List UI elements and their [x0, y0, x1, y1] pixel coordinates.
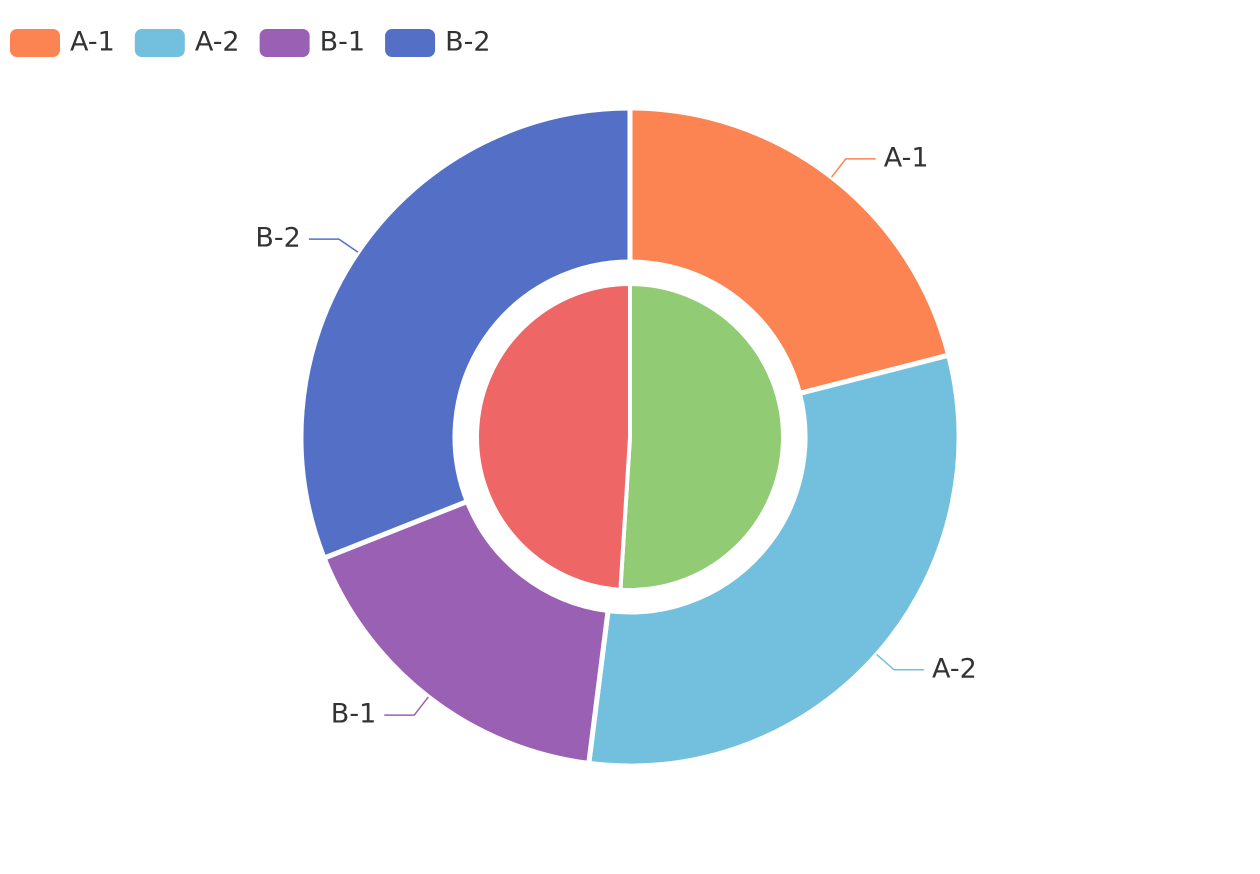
- slice-label: B-2: [255, 223, 300, 254]
- outer-slice: [627, 105, 952, 397]
- legend-label[interactable]: B-1: [320, 27, 365, 58]
- legend-label[interactable]: B-2: [445, 27, 490, 58]
- label-line: [384, 696, 429, 716]
- inner-slice: [618, 281, 785, 592]
- inner-slice: [475, 281, 632, 592]
- legend-swatch[interactable]: [385, 29, 436, 57]
- legend-swatch[interactable]: [10, 29, 60, 57]
- slice-label: B-1: [331, 699, 376, 730]
- outer-slice: [320, 498, 611, 767]
- slice-label: A-1: [884, 142, 929, 173]
- label-line: [308, 238, 359, 253]
- label-line: [876, 654, 925, 671]
- legend-swatch[interactable]: [134, 29, 185, 57]
- outer-slice: [298, 105, 633, 562]
- legend-swatch[interactable]: [259, 29, 310, 57]
- slice-label: A-2: [932, 653, 977, 684]
- legend-label[interactable]: A-1: [70, 27, 115, 58]
- legend-label[interactable]: A-2: [195, 27, 240, 58]
- outer-slice: [585, 352, 962, 769]
- label-line: [831, 158, 876, 178]
